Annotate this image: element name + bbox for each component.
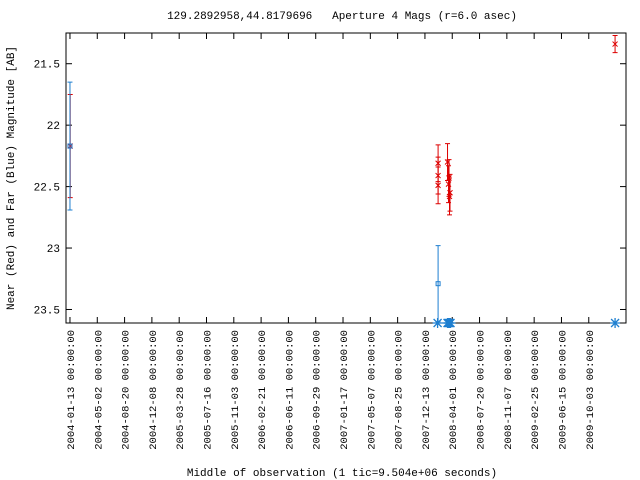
x-tick-label: 2005-07-16 00:00:00	[202, 330, 214, 450]
x-tick-label: 2008-07-20 00:00:00	[476, 330, 488, 450]
x-tick-label: 2006-02-21 00:00:00	[257, 330, 269, 450]
x-tick-label: 2009-02-25 00:00:00	[530, 330, 542, 450]
x-axis-label: Middle of observation (1 tic=9.504e+06 s…	[187, 468, 497, 480]
point	[447, 189, 453, 196]
point	[610, 318, 621, 328]
y-axis-label: Near (Red) and Far (Blue) Magnitude [AB]	[6, 46, 18, 310]
x-tick-label: 2008-11-07 00:00:00	[503, 330, 515, 450]
x-tick-label: 2004-12-08 00:00:00	[148, 330, 160, 450]
y-tick-label: 22.5	[34, 183, 60, 195]
x-tick-label: 2004-05-02 00:00:00	[93, 330, 105, 450]
point	[67, 143, 73, 149]
point	[435, 182, 441, 189]
x-tick-label: 2004-01-13 00:00:00	[66, 330, 78, 450]
x-tick-label: 2007-12-13 00:00:00	[421, 330, 433, 450]
x-tick-label: 2007-05-07 00:00:00	[366, 330, 378, 450]
y-tick-label: 23.5	[34, 305, 60, 317]
point	[432, 318, 443, 328]
point	[445, 318, 456, 328]
point	[435, 281, 441, 287]
x-tick-label: 2005-03-28 00:00:00	[175, 330, 187, 450]
y-tick-label: 23	[47, 244, 60, 256]
x-tick-label: 2009-10-03 00:00:00	[585, 330, 597, 450]
x-tick-label: 2009-06-15 00:00:00	[557, 330, 569, 450]
plot-frame	[65, 32, 627, 324]
x-tick-label: 2006-06-11 00:00:00	[284, 330, 296, 450]
x-tick-label: 2007-08-25 00:00:00	[394, 330, 406, 450]
y-tick-label: 21.5	[34, 60, 60, 72]
x-tick-label: 2008-04-01 00:00:00	[448, 330, 460, 450]
chart-title: 129.2892958,44.8179696 Aperture 4 Mags (…	[167, 11, 517, 23]
x-tick-label: 2007-01-17 00:00:00	[339, 330, 351, 450]
error-bar	[67, 81, 73, 211]
x-tick-label: 2005-11-03 00:00:00	[230, 330, 242, 450]
point	[612, 41, 618, 47]
x-tick-label: 2004-08-20 00:00:00	[121, 330, 133, 450]
y-tick-label: 22	[47, 121, 60, 133]
x-tick-label: 2006-09-29 00:00:00	[312, 330, 324, 450]
